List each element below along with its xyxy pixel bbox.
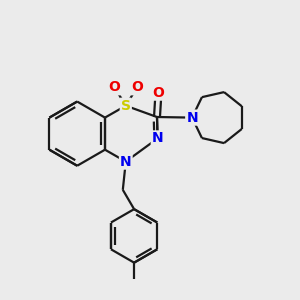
Text: O: O — [109, 80, 120, 94]
Text: S: S — [121, 99, 131, 113]
Text: O: O — [131, 80, 143, 94]
Text: N: N — [152, 131, 164, 146]
Text: N: N — [120, 154, 132, 169]
Text: O: O — [152, 85, 164, 100]
Text: N: N — [186, 111, 198, 124]
